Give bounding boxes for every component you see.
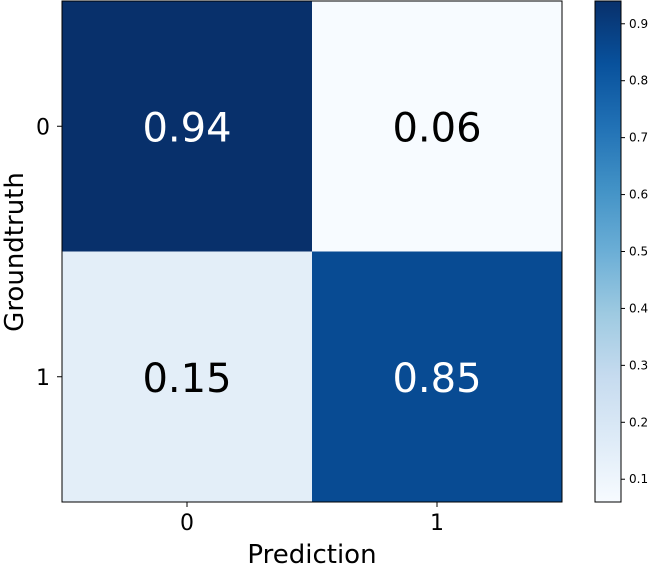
colorbar	[595, 1, 621, 502]
x-tick-label: 1	[430, 511, 444, 536]
heatmap-cell-label: 0.06	[392, 105, 481, 151]
y-axis-ticks: 01	[36, 115, 62, 391]
colorbar-tick-label: 0.9	[629, 17, 648, 31]
heatmap-cell-label: 0.94	[142, 105, 231, 151]
heatmap-cell	[312, 1, 562, 252]
colorbar-tick-label: 0.1	[629, 472, 648, 486]
heatmap-cell	[62, 251, 312, 502]
heatmap-cell-label: 0.15	[142, 356, 231, 402]
heatmap-cell	[62, 1, 312, 252]
colorbar-tick-label: 0.3	[629, 358, 648, 372]
colorbar-tick-label: 0.5	[629, 245, 648, 259]
heatmap-cell-label: 0.85	[392, 356, 481, 402]
heatmap-cell	[312, 251, 562, 502]
colorbar-tick-label: 0.6	[629, 188, 648, 202]
colorbar-tick-label: 0.7	[629, 131, 648, 145]
colorbar-tick-label: 0.4	[629, 301, 648, 315]
y-axis-label: Groundtruth	[0, 172, 30, 332]
x-axis-label: Prediction	[247, 540, 376, 567]
y-tick-label: 1	[36, 366, 50, 391]
colorbar-ticks: 0.1 0.2 0.3 0.4 0.5 0.6 0.7 0.8 0.9	[621, 17, 648, 486]
heatmap-cell-labels: 0.94 0.06 0.15 0.85	[142, 105, 481, 402]
heatmap-cells	[62, 1, 562, 502]
colorbar-tick-label: 0.2	[629, 415, 648, 429]
plot-frame	[61, 0, 563, 503]
y-tick-label: 0	[36, 115, 50, 140]
colorbar-tick-label: 0.8	[629, 74, 648, 88]
x-tick-label: 0	[180, 511, 194, 536]
